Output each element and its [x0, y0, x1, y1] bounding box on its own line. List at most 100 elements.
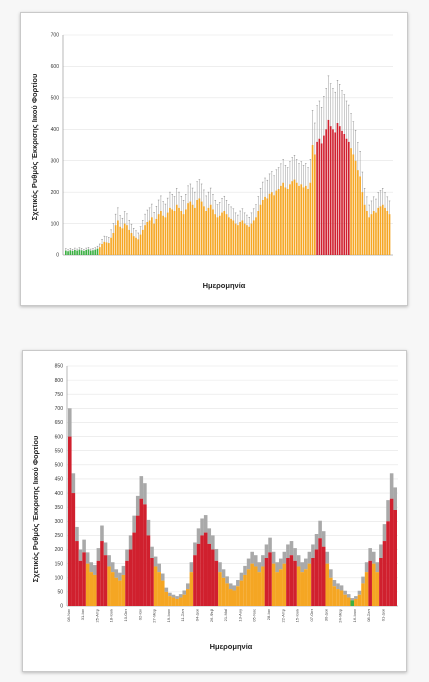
- chart-2-error-band: [371, 551, 376, 564]
- chart-2-error-band: [350, 598, 355, 601]
- chart-2-error-band: [71, 473, 76, 494]
- chart-1-bar: [108, 243, 110, 255]
- chart-2-bar: [96, 560, 101, 606]
- chart-2-bar: [186, 589, 190, 606]
- chart-2-xtick: 08-Σεπ: [366, 609, 371, 622]
- chart-2-error-band: [379, 544, 383, 558]
- chart-2-bar: [246, 569, 251, 606]
- chart-1-bar: [128, 229, 131, 255]
- chart-2-ytick: 700: [55, 406, 64, 412]
- chart-1-bar: [69, 250, 72, 255]
- chart-1-bar: [375, 212, 377, 255]
- chart-2-bar: [311, 558, 315, 606]
- chart-2-xtick: 02-Ιαν: [137, 609, 142, 620]
- chart-panel-2: Σχετικός Ρυθμός Έκκρισης Ιικού Φορτίου Η…: [22, 350, 407, 672]
- chart-1-bar: [248, 226, 251, 255]
- chart-2-ytick: 200: [55, 547, 64, 553]
- chart-2-ytick: 300: [55, 519, 64, 525]
- chart-2-error-band: [114, 569, 119, 578]
- chart-2-bar: [175, 598, 179, 606]
- chart-1-bar: [370, 214, 373, 255]
- chart-1-bar: [191, 204, 194, 255]
- chart-1-bar: [101, 244, 103, 255]
- chart-1-bar: [293, 179, 296, 255]
- chart-1: Σχετικός Ρυθμός Έκκρισης Ιικού Φορτίου Η…: [30, 33, 393, 290]
- chart-1-bar: [268, 193, 271, 255]
- chart-2-error-band: [214, 548, 219, 561]
- chart-1-bar: [123, 223, 126, 255]
- chart-2-error-band: [282, 551, 287, 564]
- chart-1-bar: [261, 200, 264, 255]
- chart-2-bar: [171, 597, 176, 606]
- chart-2-error-band: [211, 535, 215, 550]
- chart-2-bar: [329, 577, 333, 606]
- chart-2-bar: [225, 583, 229, 606]
- chart-1-bar: [139, 234, 142, 255]
- chart-2-error-band: [207, 528, 212, 544]
- chart-2-error-band: [246, 558, 251, 570]
- chart-1-ytick: 400: [51, 127, 60, 133]
- chart-2-error-band: [321, 531, 326, 547]
- chart-2-bar: [214, 560, 219, 606]
- chart-2-xtick: 18-Ιουλ: [109, 609, 114, 622]
- chart-1-bar: [173, 211, 176, 255]
- chart-1-bar: [178, 207, 180, 255]
- chart-2-error-band: [100, 525, 104, 542]
- chart-1-bar: [87, 249, 90, 255]
- chart-2-error-band: [225, 576, 229, 584]
- chart-1-bar: [257, 211, 260, 255]
- chart-1-bar: [341, 130, 343, 255]
- chart-2-error-band: [346, 594, 351, 598]
- chart-1-bar: [146, 222, 149, 255]
- chart-2-error-band: [293, 548, 297, 561]
- chart-1-bar: [216, 217, 219, 255]
- chart-2-bar: [386, 521, 390, 606]
- chart-2-error-band: [186, 583, 190, 590]
- chart-2-bar: [100, 541, 104, 606]
- chart-2-error-band: [96, 548, 101, 561]
- chart-1-ytick: 300: [51, 158, 60, 164]
- chart-1-bar: [345, 138, 348, 255]
- chart-2-error-band: [93, 565, 97, 575]
- chart-2-bar: [118, 580, 122, 606]
- chart-1-bar: [180, 211, 183, 255]
- chart-2-error-band: [264, 544, 269, 558]
- chart-1-bar: [112, 233, 115, 255]
- chart-1-bar: [336, 123, 339, 255]
- chart-1-ytick: 700: [51, 33, 60, 39]
- chart-2-error-band: [171, 594, 176, 598]
- chart-2-error-band: [268, 537, 272, 553]
- chart-2-bar: [85, 563, 90, 606]
- chart-1-bar: [325, 129, 327, 255]
- chart-2-ytick: 800: [55, 378, 64, 384]
- chart-2-bar: [143, 504, 147, 606]
- chart-1-bar: [347, 141, 350, 255]
- chart-1-bar: [332, 129, 334, 255]
- chart-2-bar: [371, 563, 376, 606]
- chart-2-bar: [354, 598, 358, 606]
- chart-2-error-band: [89, 562, 94, 573]
- chart-1-bar: [289, 184, 291, 255]
- chart-2-ytick: 0: [60, 604, 63, 610]
- chart-1-bar: [314, 154, 316, 255]
- chart-2-error-band: [243, 565, 247, 575]
- chart-1-bar: [239, 222, 241, 255]
- chart-2-xtick: 21-Μαϊ: [223, 609, 228, 621]
- chart-2-ytick: 650: [55, 420, 64, 426]
- chart-1-bar: [304, 185, 307, 255]
- chart-1-bar: [83, 250, 85, 255]
- chart-1-bar: [286, 189, 289, 255]
- chart-1-bar: [96, 248, 99, 255]
- chart-2-bar: [253, 566, 258, 606]
- chart-2-error-band: [357, 590, 362, 595]
- chart-2-bar: [78, 560, 83, 606]
- chart-1-bar: [377, 207, 380, 255]
- chart-2-ytick: 250: [55, 533, 64, 539]
- chart-2-ytick: 550: [55, 448, 64, 454]
- chart-1-bar: [264, 196, 266, 255]
- chart-2-xtick: 04-Δεκ: [195, 609, 200, 621]
- chart-2-bar: [193, 555, 197, 606]
- chart-2-bar: [350, 600, 355, 606]
- chart-2-bar: [361, 583, 365, 606]
- chart-2-error-band: [68, 408, 72, 437]
